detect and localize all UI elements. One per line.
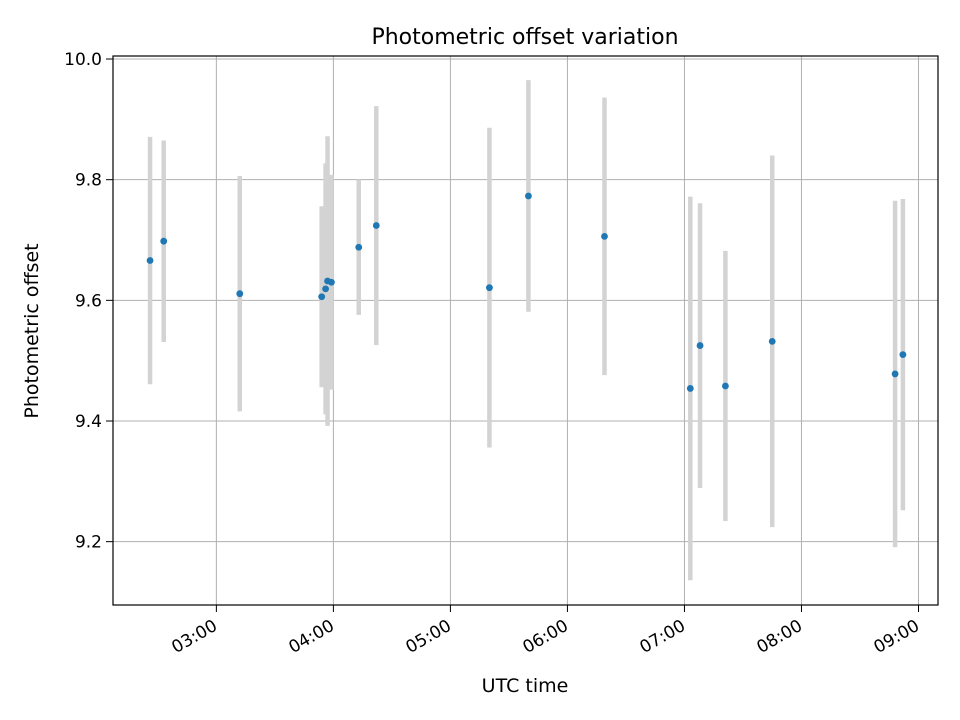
point-layer xyxy=(146,192,907,392)
data-point xyxy=(236,290,244,298)
data-point xyxy=(372,222,380,229)
data-point xyxy=(686,385,694,392)
data-point xyxy=(486,284,493,292)
grid-layer xyxy=(113,56,938,605)
y-tick-label: 9.6 xyxy=(75,291,102,311)
data-point xyxy=(525,192,532,200)
data-point xyxy=(722,382,729,390)
plot-frame xyxy=(112,55,939,606)
data-point xyxy=(355,243,363,251)
data-point xyxy=(322,285,329,293)
data-point xyxy=(768,337,776,345)
data-point xyxy=(899,351,907,359)
chart-title: Photometric offset variation xyxy=(371,25,678,50)
data-point xyxy=(601,232,608,240)
y-tick-label: 9.4 xyxy=(75,412,102,432)
y-tick-label: 9.8 xyxy=(75,171,102,191)
data-point xyxy=(160,237,168,245)
x-axis-label: UTC time xyxy=(482,675,569,697)
data-point xyxy=(146,257,154,264)
data-point xyxy=(891,370,899,378)
y-tick-label: 9.2 xyxy=(75,533,102,553)
y-axis-label: Photometric offset xyxy=(21,243,43,418)
y-tick-layer: 9.2 9.4 9.6 9.8 10.0 xyxy=(64,50,113,553)
data-point xyxy=(328,278,335,286)
data-point xyxy=(696,342,704,349)
y-tick-label: 10.0 xyxy=(64,50,102,70)
data-point xyxy=(318,293,326,301)
